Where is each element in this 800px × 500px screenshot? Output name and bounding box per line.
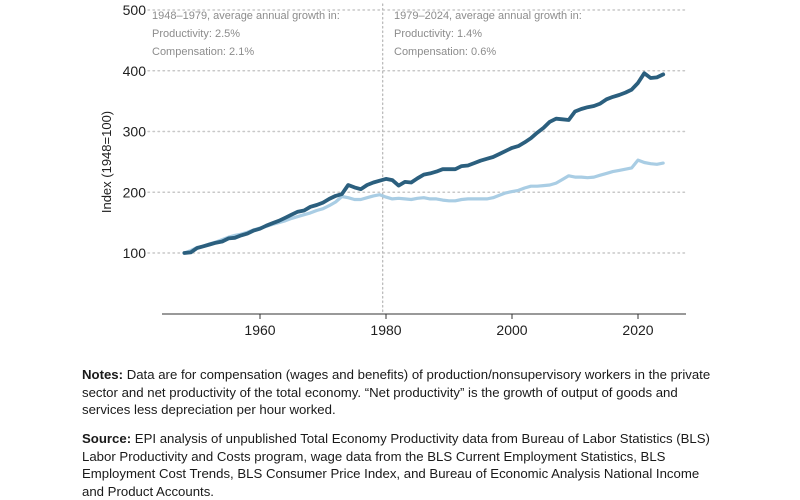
line-chart: 100 200 300 400 500 1960 1980 2000 2020 Index (… [99, 2, 687, 338]
y-axis-label: Index (1948=100) [99, 111, 114, 213]
y-tick-label: 100 [123, 245, 147, 261]
x-tick-label: 1980 [370, 322, 401, 338]
chart-source: Source: EPI analysis of unpublished Tota… [82, 430, 722, 500]
y-tick-label: 500 [123, 2, 147, 18]
annotation-line: Compensation: 0.6% [394, 46, 496, 58]
x-tick-label: 2020 [622, 322, 653, 338]
annotation-line: Compensation: 2.1% [152, 46, 254, 58]
y-tick-labels: 100 200 300 400 500 [123, 2, 147, 261]
productivity-line [182, 71, 666, 255]
x-tick-label: 2000 [496, 322, 527, 338]
gridlines [147, 9, 687, 254]
annotation-line: 1979–2024, average annual growth in: [394, 10, 582, 22]
annotation-line: Productivity: 2.5% [152, 28, 240, 40]
x-tick-labels: 1960 1980 2000 2020 [244, 314, 654, 338]
source-text: EPI analysis of unpublished Total Econom… [82, 431, 710, 499]
notes-label: Notes: [82, 367, 124, 382]
x-tick-label: 1960 [244, 322, 275, 338]
y-tick-label: 300 [123, 124, 147, 140]
notes-text: Data are for compensation (wages and ben… [82, 367, 711, 417]
chart-notes: Notes: Data are for compensation (wages … [82, 366, 722, 419]
source-label: Source: [82, 431, 132, 446]
y-tick-label: 400 [123, 63, 147, 79]
annotation-line: Productivity: 1.4% [394, 28, 482, 40]
growth-annotations: 1948–1979, average annual growth in: Prod… [152, 10, 582, 58]
y-tick-label: 200 [123, 184, 147, 200]
series-lines [182, 71, 666, 255]
annotation-line: 1948–1979, average annual growth in: [152, 10, 340, 22]
